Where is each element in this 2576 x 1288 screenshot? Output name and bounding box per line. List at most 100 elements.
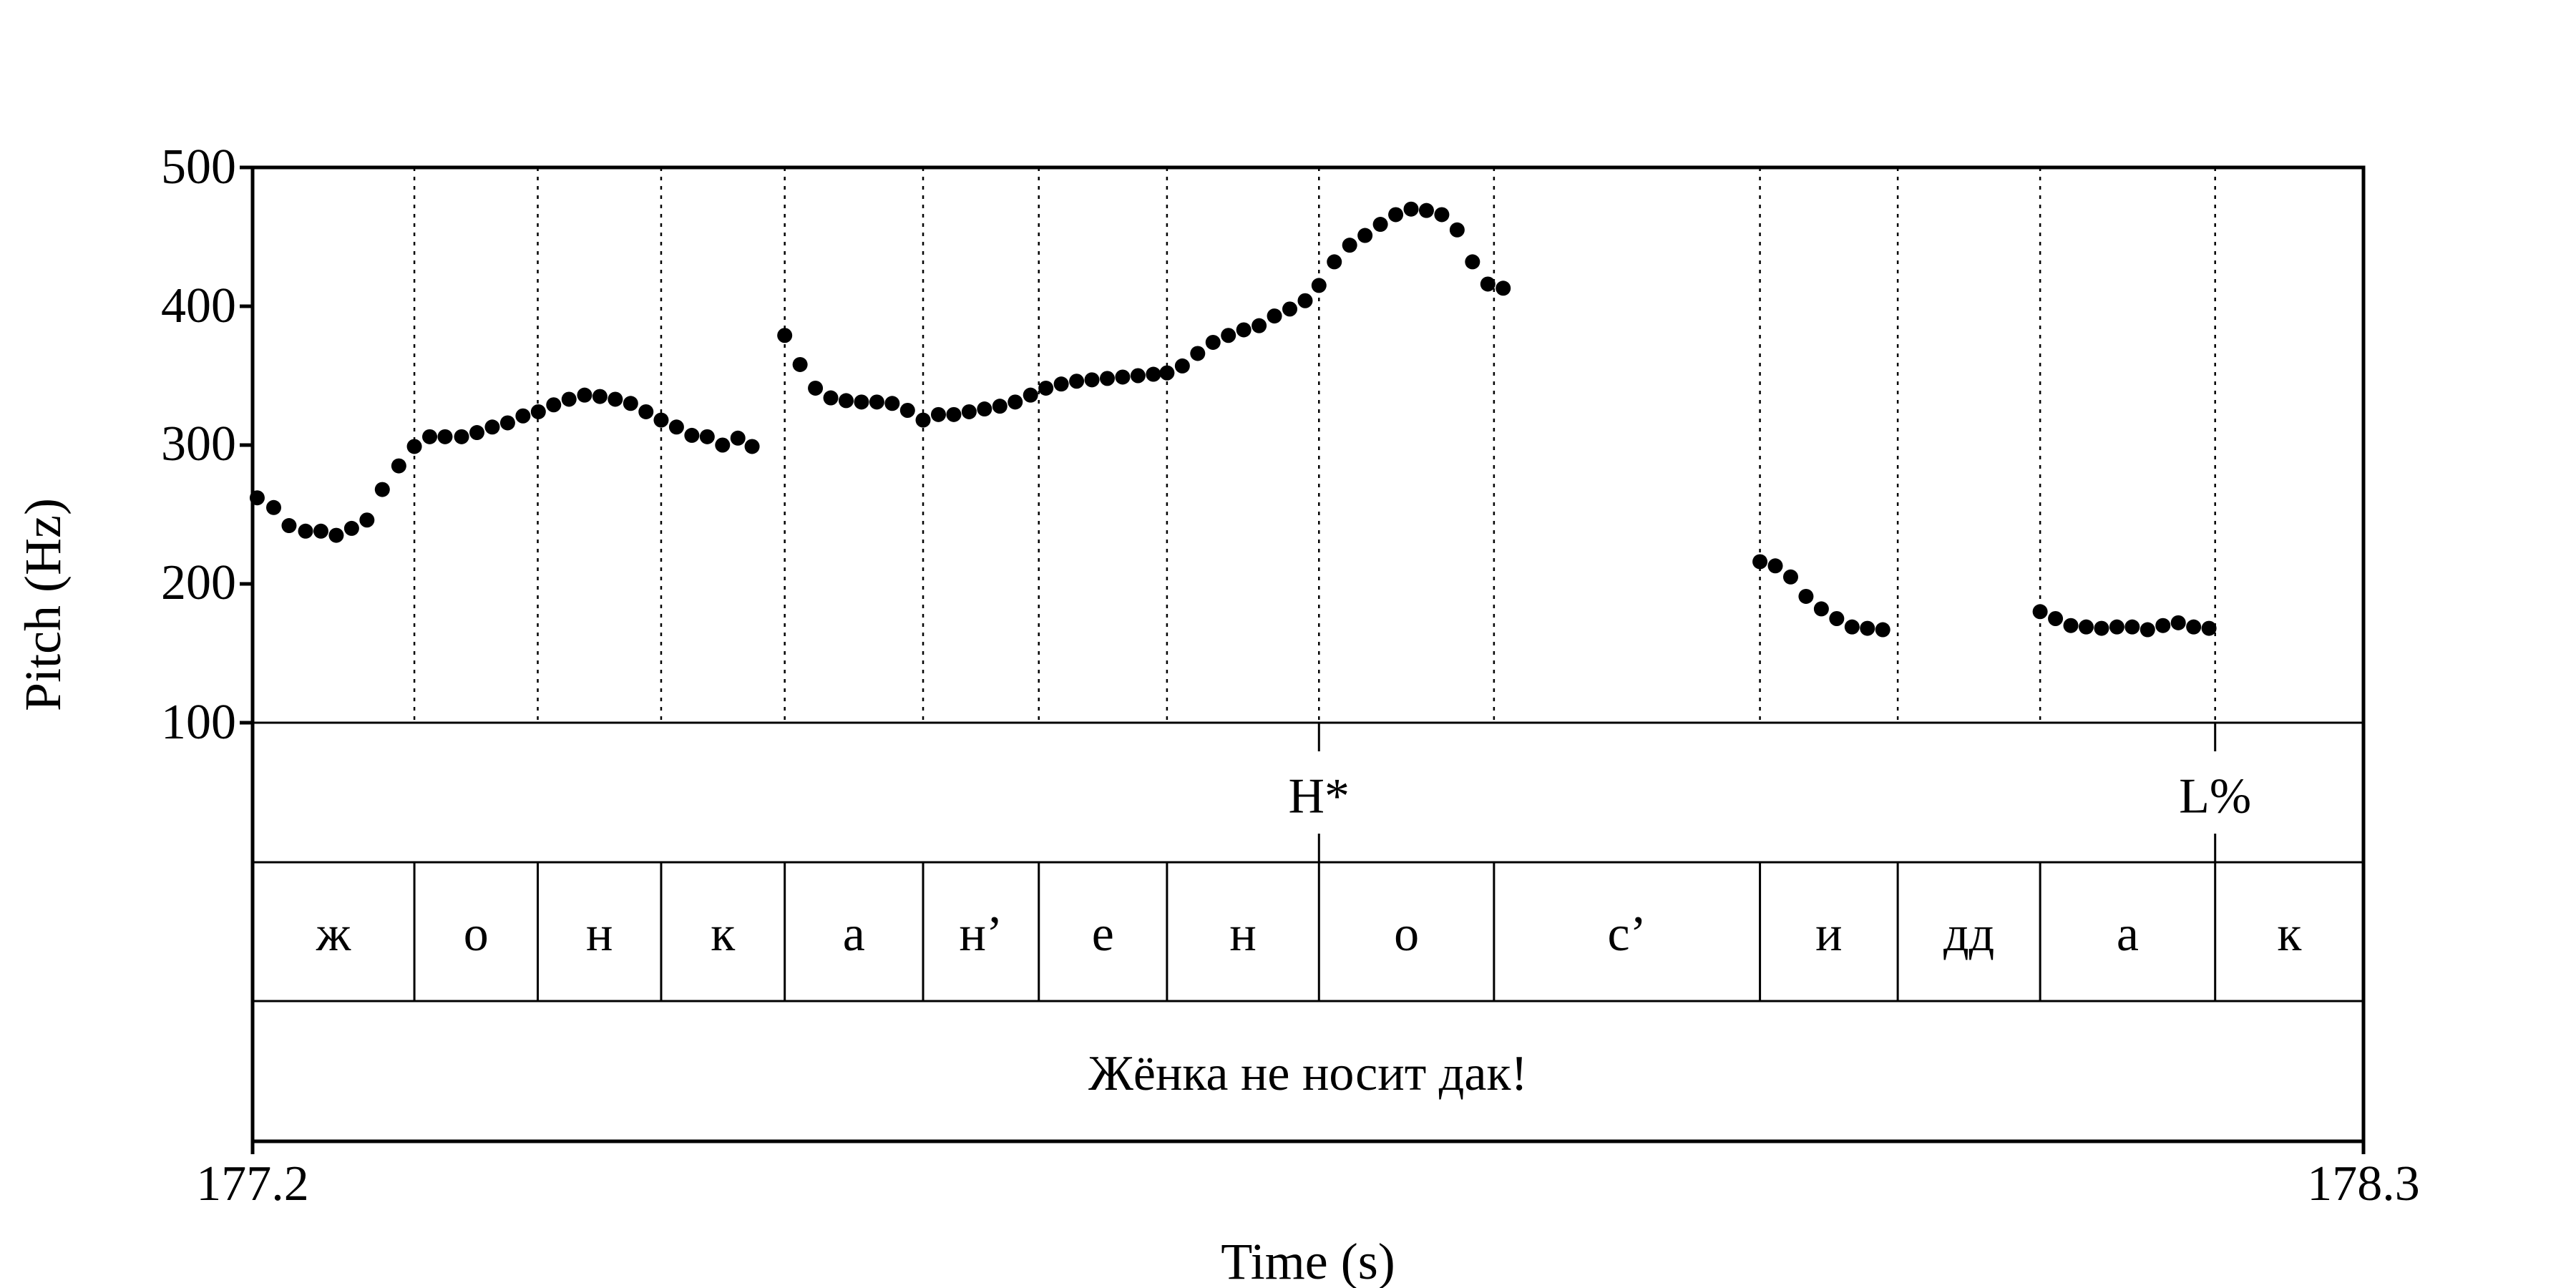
- pitch-point: [1282, 301, 1298, 317]
- pitch-point: [1205, 334, 1221, 350]
- pitch-point: [1267, 308, 1282, 324]
- pitch-point: [469, 425, 485, 441]
- pitch-point: [1767, 558, 1783, 574]
- sentence-label: Жёнка не носит дак!: [1088, 1046, 1528, 1101]
- y-tick-label-200: 200: [161, 555, 236, 610]
- pitch-point: [715, 437, 731, 453]
- pitch-point: [1297, 293, 1313, 308]
- pitch-point: [2063, 618, 2079, 633]
- segment-label: о: [1394, 907, 1419, 962]
- pitch-point: [992, 399, 1008, 414]
- pitch-point: [406, 439, 422, 454]
- pitch-point: [1829, 611, 1845, 626]
- pitch-point: [1174, 358, 1190, 374]
- segment-label: н: [1229, 907, 1256, 962]
- segment-label: н’: [959, 907, 1002, 962]
- pitch-point: [1130, 368, 1146, 384]
- pitch-point: [699, 429, 715, 444]
- pitch-point: [653, 412, 669, 428]
- pitch-point: [946, 406, 962, 422]
- pitch-point: [1038, 380, 1054, 396]
- pitch-point: [1860, 620, 1875, 636]
- pitch-point: [1752, 554, 1768, 570]
- pitch-point: [1084, 372, 1100, 388]
- pitch-point: [281, 518, 297, 534]
- pitch-point: [374, 482, 390, 497]
- pitch-point: [546, 397, 562, 413]
- pitch-point: [328, 527, 344, 543]
- pitch-point: [608, 391, 623, 407]
- pitch-point: [730, 430, 746, 446]
- segment-label: к: [2277, 907, 2302, 962]
- pitch-point: [2032, 604, 2048, 620]
- tier-labels: H* L% ж о н к а н’ е н о с’ и дд а к Жёнка не носит дак!: [316, 769, 2302, 1102]
- y-tick-label-500: 500: [161, 140, 236, 195]
- pitch-point: [884, 396, 900, 411]
- pitch-point: [515, 408, 531, 424]
- segment-label: н: [586, 907, 613, 962]
- pitch-point: [1221, 328, 1236, 343]
- pitch-point: [2078, 619, 2094, 635]
- segment-label: а: [843, 907, 865, 962]
- pitch-point: [1342, 238, 1357, 253]
- pitch-point: [530, 404, 546, 419]
- pitch-point: [499, 415, 515, 431]
- x-axis-title: Time (s): [1221, 1233, 1395, 1288]
- pitch-point: [359, 512, 375, 528]
- pitch-point: [2124, 619, 2140, 635]
- pitch-point: [777, 328, 793, 343]
- pitch-point: [930, 406, 946, 422]
- pitch-point: [313, 523, 328, 539]
- pitch-point: [1115, 369, 1131, 385]
- pitch-point: [808, 380, 824, 396]
- pitch-point: [2186, 619, 2202, 635]
- pitch-point: [2048, 611, 2064, 626]
- pitch-point: [1069, 374, 1085, 389]
- pitch-point: [422, 429, 438, 444]
- pitch-point: [1252, 318, 1267, 333]
- y-tick-label-300: 300: [161, 416, 236, 472]
- pitch-points: [249, 201, 2217, 638]
- pitch-point: [1813, 601, 1829, 617]
- pitch-point: [391, 458, 406, 474]
- pitch-point: [1372, 217, 1388, 233]
- pitch-point: [1465, 254, 1480, 270]
- pitch-point: [1311, 278, 1327, 293]
- pitch-point: [1236, 322, 1252, 338]
- pitch-point: [1023, 387, 1038, 403]
- pitch-point: [1798, 588, 1814, 604]
- pitch-point: [823, 390, 839, 406]
- pitch-point: [1418, 203, 1434, 218]
- pitch-point: [915, 412, 931, 428]
- pitch-point: [854, 394, 869, 410]
- pitch-point: [977, 401, 992, 417]
- pitch-point: [899, 403, 915, 418]
- pitch-point: [1480, 276, 1496, 292]
- segment-label: с’: [1608, 907, 1646, 962]
- pitch-point: [744, 439, 760, 454]
- pitch-point: [2170, 615, 2186, 630]
- segment-label: дд: [1943, 907, 1994, 962]
- y-axis-title: Pitch (Hz): [14, 498, 72, 711]
- pitch-point: [1357, 228, 1373, 243]
- pitch-point: [2109, 619, 2124, 635]
- pitch-point: [684, 427, 700, 443]
- pitch-point: [1159, 365, 1175, 381]
- pitch-point: [1146, 366, 1161, 382]
- pitch-point: [869, 394, 884, 410]
- pitch-point: [1434, 207, 1450, 223]
- pitch-point: [792, 356, 808, 372]
- pitch-point: [1449, 222, 1465, 238]
- pitch-point: [1388, 207, 1404, 223]
- pitch-point: [623, 396, 638, 411]
- pitch-point: [298, 523, 313, 539]
- pitch-point: [2094, 620, 2109, 636]
- x-tick-label-end: 178.3: [2307, 1156, 2420, 1211]
- pitch-point: [454, 429, 469, 444]
- x-tick-label-start: 177.2: [196, 1156, 309, 1211]
- segment-label: и: [1815, 907, 1842, 962]
- pitch-point: [1008, 394, 1023, 410]
- segment-label: к: [711, 907, 736, 962]
- pitch-point: [266, 499, 281, 515]
